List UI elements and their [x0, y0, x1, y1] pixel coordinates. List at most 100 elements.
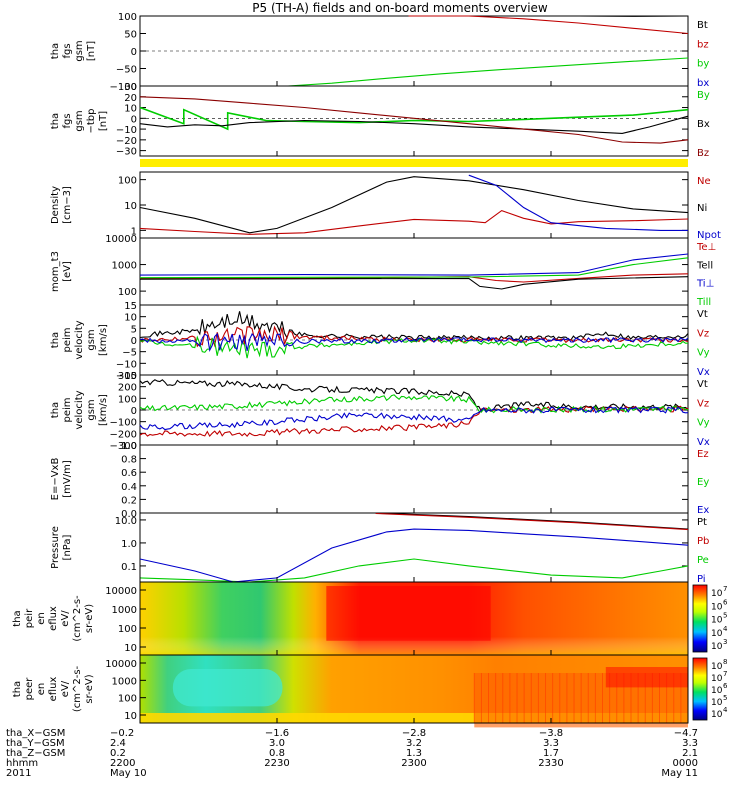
legend-label-ez: Ez [697, 449, 709, 460]
y-axis-label: [mV/m] [62, 460, 73, 498]
spectrogram-cool-blob [172, 669, 283, 707]
y-tick-label: 0.6 [121, 468, 137, 479]
y-axis-label: eV/ [60, 610, 71, 627]
y-tick-label: −15 [116, 371, 137, 382]
y-axis-label: velocity [74, 390, 85, 429]
y-axis-label: [km/s] [98, 394, 109, 426]
y-tick-label: 30 [124, 82, 137, 93]
y-tick-label: 15 [124, 301, 137, 312]
legend-label-ti⊥: Ti⊥ [696, 279, 714, 290]
y-axis-label: eflux [48, 606, 59, 631]
colorbar-tick-label: 10 [711, 662, 723, 672]
legend-label-ex: Ex [697, 505, 709, 516]
axis-table-value: 3.0 [269, 738, 285, 749]
legend-label-pe: Pe [697, 555, 709, 566]
colorbar-tick-exponent: 5 [723, 694, 727, 702]
y-tick-label: 200 [118, 383, 137, 394]
y-tick-label: 0.1 [121, 562, 137, 573]
legend-label-vt: Vt [697, 309, 708, 320]
series-line-vy [139, 335, 688, 359]
y-tick-label: 1 [131, 226, 137, 237]
axis-table-value: 2.4 [110, 738, 126, 749]
y-tick-label: −10 [116, 359, 137, 370]
y-tick-label: 10000 [105, 234, 137, 245]
legend-label-vx: Vx [697, 437, 710, 448]
y-axis-label: [km/s] [98, 324, 109, 356]
y-axis-label: sr-eV) [84, 604, 95, 633]
y-axis-label: eV/ [60, 680, 71, 697]
legend-label-pb: Pb [697, 536, 709, 547]
y-axis-label: [nT] [86, 41, 97, 61]
panel-p1: tha fgs gsm [nT] 100 50 0 −50 −100 Bt bz by bx [50, 12, 709, 93]
legend-label-bt: Bt [697, 20, 708, 31]
y-axis-label: fgs [62, 43, 73, 58]
legend-label-by: by [697, 59, 709, 70]
series-line-vt [139, 379, 689, 412]
y-tick-label: 10000 [105, 659, 137, 670]
series-line-bx [139, 115, 689, 134]
y-axis-label: tha [50, 402, 61, 418]
legend-label-bx: Bx [697, 119, 710, 130]
colorbar-tick-exponent: 4 [723, 706, 728, 714]
axis-table-row-label: 2011 [6, 768, 31, 779]
axis-table-value: 2200 [110, 758, 135, 769]
legend-label-vt: Vt [697, 379, 708, 390]
series-line-vx [139, 331, 689, 353]
series-line-bz [408, 15, 689, 35]
y-tick-label: 100 [118, 176, 137, 187]
series-line-bz [139, 96, 689, 144]
y-axis-label: gsm [74, 110, 85, 131]
y-axis-label: tha [12, 610, 23, 626]
panel-frame [139, 444, 689, 514]
axis-table: tha_X−GSM −0.2 −1.6 −2.8 −3.8 −4.7 tha_Y−GSM 2.… [6, 728, 698, 779]
y-tick-label: 1.0 [121, 539, 137, 550]
y-tick-label: −20 [116, 136, 137, 147]
y-axis-label: gsm [86, 329, 97, 350]
legend-label-te⊥: Te⊥ [696, 242, 716, 253]
panel-p6: tha peim velocity gsm [km/s] 3002001000−100−2… [50, 371, 710, 452]
series-line-vy [139, 394, 689, 414]
y-tick-label: 10 [124, 313, 137, 324]
legend-label-till: Till [696, 297, 711, 308]
colorbar-tick-label: 10 [711, 642, 723, 652]
series-line-by [287, 57, 689, 87]
series-line-ni [139, 176, 689, 234]
y-axis-label: peim [62, 397, 73, 422]
colorbar-tick-exponent: 6 [723, 682, 728, 690]
legend-label-bx: bx [697, 78, 709, 89]
axis-table-value: 2330 [538, 758, 563, 769]
y-axis-label: [eV] [62, 261, 73, 282]
y-tick-label: −300 [110, 441, 137, 452]
y-tick-label: 0.0 [121, 509, 137, 520]
axis-table-row-label: tha_X−GSM [6, 728, 65, 739]
legend-label-vy: Vy [697, 348, 710, 359]
axis-table-value: 2300 [401, 758, 426, 769]
colorbar-tick-label: 10 [711, 616, 723, 626]
y-axis-label: gsm [74, 40, 85, 61]
legend-label-by: By [697, 90, 710, 101]
axis-table-value: −1.6 [265, 728, 289, 739]
series-line-ne [139, 209, 689, 235]
y-tick-label: 0 [131, 336, 137, 347]
y-tick-label: 0.4 [121, 482, 137, 493]
y-axis-label: tha [50, 113, 61, 129]
colorbar-tick-label: 10 [711, 602, 723, 612]
colorbar-tick-label: 10 [711, 674, 723, 684]
colorbar-tick-exponent: 4 [723, 625, 728, 633]
y-axis-label: gsm [86, 399, 97, 420]
y-axis-label: eflux [48, 677, 59, 702]
y-axis-label: [nPa] [62, 534, 73, 560]
axis-table-value: May 10 [110, 768, 147, 779]
spectrogram-red-patch [605, 667, 688, 688]
legend-label-npot: Npot [697, 230, 721, 241]
legend-label-ne: Ne [697, 176, 711, 187]
panel-frame [139, 237, 689, 306]
series-line-by [139, 106, 689, 131]
colorbar-tick-exponent: 3 [723, 638, 727, 646]
axis-table-row-label: tha_Y−GSM [6, 738, 65, 749]
series-line-vz [139, 325, 689, 348]
y-axis-label: sr-eV) [84, 674, 95, 703]
